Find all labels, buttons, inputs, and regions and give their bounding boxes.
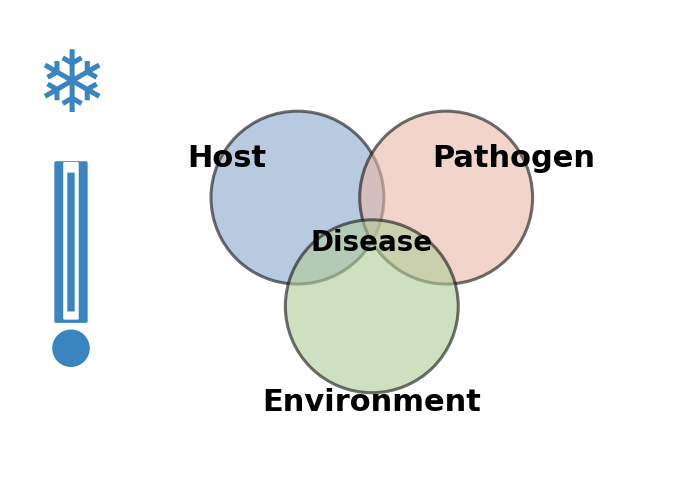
Text: ❄: ❄ bbox=[35, 47, 107, 130]
Ellipse shape bbox=[52, 329, 90, 367]
Text: Pathogen: Pathogen bbox=[432, 144, 596, 172]
Ellipse shape bbox=[285, 220, 458, 393]
Ellipse shape bbox=[211, 111, 384, 284]
Ellipse shape bbox=[62, 339, 80, 357]
Ellipse shape bbox=[58, 335, 84, 361]
FancyBboxPatch shape bbox=[68, 172, 74, 312]
Text: Disease: Disease bbox=[311, 229, 433, 257]
FancyBboxPatch shape bbox=[64, 162, 78, 320]
Ellipse shape bbox=[360, 111, 533, 284]
Text: Environment: Environment bbox=[262, 388, 481, 417]
Text: Host: Host bbox=[187, 144, 266, 172]
FancyBboxPatch shape bbox=[54, 161, 88, 323]
